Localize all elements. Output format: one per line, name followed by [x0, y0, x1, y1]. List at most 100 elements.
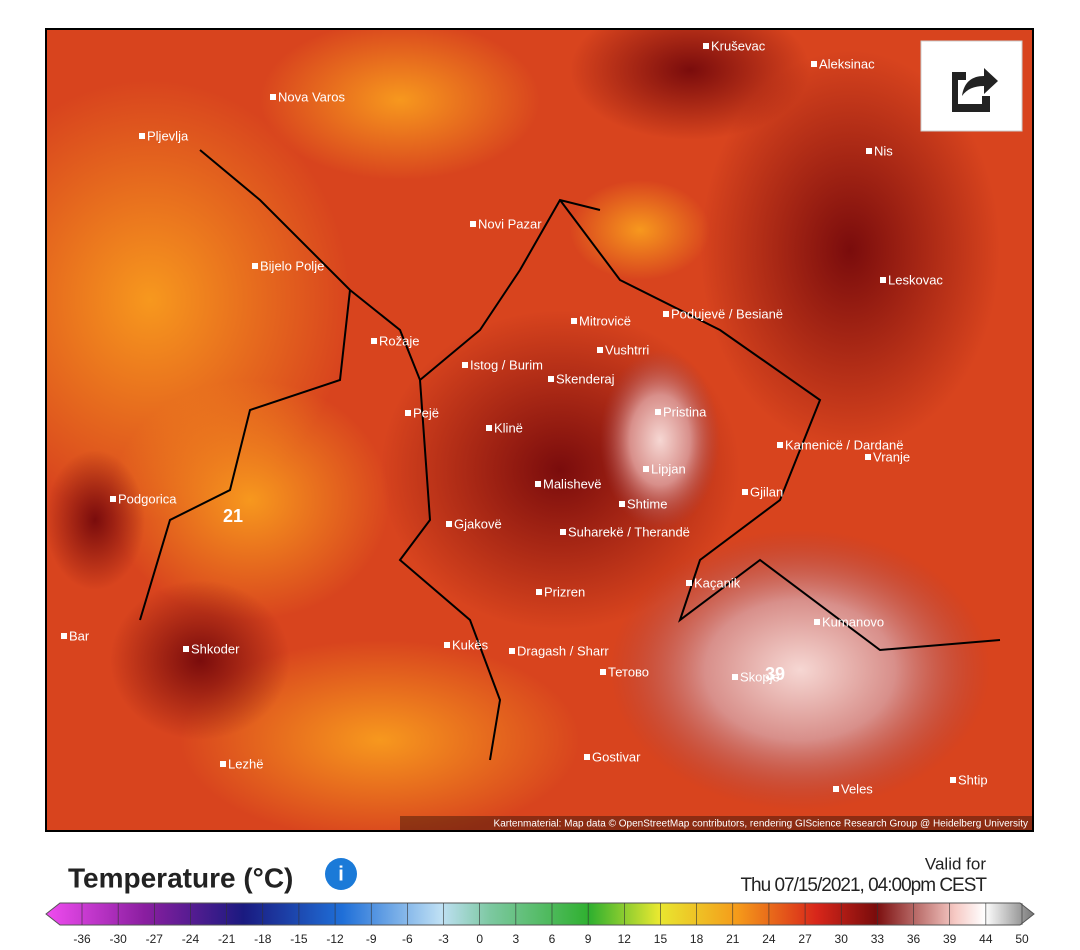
scale-label: -21 — [218, 932, 236, 945]
city-label: Pristina — [663, 404, 707, 419]
city-marker — [584, 754, 590, 760]
city-label: Nis — [874, 143, 893, 158]
scale-label: 6 — [549, 932, 556, 945]
city-label: Shtime — [627, 496, 667, 511]
extreme-label: 39 — [765, 664, 785, 684]
city-label: Kamenicë / Dardanë — [785, 437, 904, 452]
city-label: Lipjan — [651, 461, 686, 476]
city-marker — [183, 646, 189, 652]
city-marker — [833, 786, 839, 792]
city-label: Mitrovicë — [579, 313, 631, 328]
city-label: Lezhë — [228, 756, 263, 771]
city-marker — [139, 133, 145, 139]
city-label: Gostivar — [592, 749, 641, 764]
city-marker — [655, 409, 661, 415]
city-label: Kukës — [452, 637, 489, 652]
city-marker — [866, 148, 872, 154]
valid-label: Valid for — [925, 854, 986, 873]
legend-title: Temperature (°C) — [68, 862, 293, 893]
city-label: Klinë — [494, 420, 523, 435]
city-label: Malishevë — [543, 476, 602, 491]
attribution: Kartenmaterial: Map data © OpenStreetMap… — [494, 819, 1028, 830]
city-label: Bijelo Polje — [260, 258, 324, 273]
scale-label: -24 — [182, 932, 200, 945]
scale-label: -18 — [254, 932, 272, 945]
map-frame — [45, 28, 1034, 832]
map — [46, 29, 1033, 831]
city-marker — [270, 94, 276, 100]
city-marker — [777, 442, 783, 448]
scale-label: -27 — [146, 932, 164, 945]
city-label: Shkoder — [191, 641, 240, 656]
city-marker — [110, 496, 116, 502]
city-label: Тетово — [608, 664, 649, 679]
city-label: Leskovac — [888, 272, 943, 287]
city-label: Kumanovo — [822, 614, 884, 629]
city-marker — [597, 347, 603, 353]
scale-label: -30 — [109, 932, 127, 945]
city-marker — [61, 633, 67, 639]
city-label: Suharekë / Therandë — [568, 524, 690, 539]
scale-label: -6 — [402, 932, 413, 945]
scale-label: 50 — [1015, 932, 1029, 945]
color-scale — [45, 902, 1035, 926]
city-marker — [535, 481, 541, 487]
scale-label: 0 — [476, 932, 483, 945]
city-label: Skopje — [740, 669, 780, 684]
scale-label: 24 — [762, 932, 776, 945]
scale-label: 15 — [654, 932, 668, 945]
city-marker — [619, 501, 625, 507]
scale-label: 33 — [871, 932, 885, 945]
scale-label: 3 — [513, 932, 520, 945]
city-label: Shtip — [958, 772, 988, 787]
city-label: Podujevë / Besianë — [671, 306, 783, 321]
city-marker — [444, 642, 450, 648]
city-marker — [220, 761, 226, 767]
scale-label: -36 — [73, 932, 91, 945]
city-label: Gjilan — [750, 484, 783, 499]
scale-label: 36 — [907, 932, 921, 945]
city-marker — [814, 619, 820, 625]
scale-label: -3 — [438, 932, 449, 945]
scale-label: -15 — [290, 932, 308, 945]
city-label: Dragash / Sharr — [517, 643, 609, 658]
scale-label: 39 — [943, 932, 957, 945]
city-marker — [703, 43, 709, 49]
city-label: Novi Pazar — [478, 216, 542, 231]
city-marker — [950, 777, 956, 783]
svg-text:i: i — [338, 863, 344, 885]
city-label: Nova Varos — [278, 89, 345, 104]
scale-label: 18 — [690, 932, 704, 945]
city-marker — [880, 277, 886, 283]
city-marker — [486, 425, 492, 431]
city-label: Prizren — [544, 584, 585, 599]
scale-label: -12 — [326, 932, 344, 945]
info-button[interactable]: i — [325, 858, 357, 890]
extreme-label: 21 — [223, 506, 243, 526]
city-label: Podgorica — [118, 491, 177, 506]
city-label: Vushtrri — [605, 342, 649, 357]
city-marker — [732, 674, 738, 680]
city-marker — [571, 318, 577, 324]
city-marker — [548, 376, 554, 382]
city-marker — [663, 311, 669, 317]
scale-label: 21 — [726, 932, 740, 945]
city-marker — [600, 669, 606, 675]
city-marker — [865, 454, 871, 460]
city-label: Skenderaj — [556, 371, 615, 386]
city-marker — [252, 263, 258, 269]
city-label: Pljevlja — [147, 128, 189, 143]
city-label: Bar — [69, 628, 90, 643]
city-label: Aleksinac — [819, 56, 875, 71]
city-marker — [811, 61, 817, 67]
city-marker — [560, 529, 566, 535]
valid-time: Thu 07/15/2021, 04:00pm CEST — [740, 875, 987, 896]
city-label: Rožaje — [379, 333, 419, 348]
city-label: Kruševac — [711, 38, 766, 53]
city-marker — [643, 466, 649, 472]
city-marker — [470, 221, 476, 227]
share-button[interactable] — [920, 40, 1023, 132]
city-marker — [462, 362, 468, 368]
city-marker — [742, 489, 748, 495]
